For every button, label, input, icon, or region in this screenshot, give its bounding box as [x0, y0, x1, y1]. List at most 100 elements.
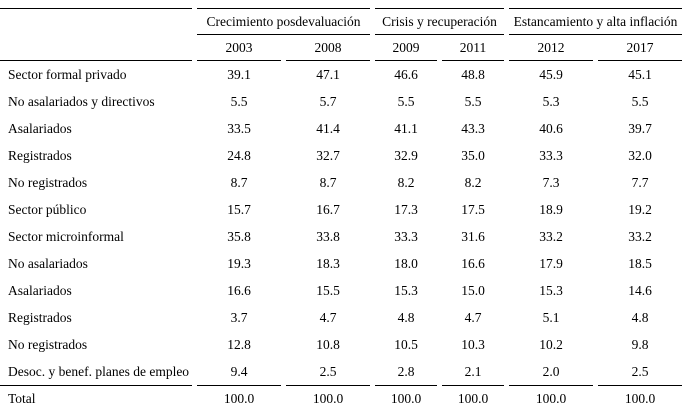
table-page: Crecimiento posdevaluación Crisis y recup… [0, 8, 682, 417]
value-cell: 2.5 [598, 358, 682, 386]
table-row: Sector formal privado 39.1 47.1 46.6 48.8 45.… [0, 61, 682, 88]
group-header: Crecimiento posdevaluación [197, 8, 371, 35]
table-row: Asalariados 33.5 41.4 41.1 43.3 40.6 39.7 [0, 115, 682, 142]
year-header: 2011 [442, 35, 505, 61]
value-cell: 32.9 [394, 147, 418, 163]
value-cell: 33.5 [227, 120, 251, 136]
value-cell: 15.7 [227, 201, 251, 217]
value-cell: 14.6 [628, 282, 652, 298]
value-cell: 9.8 [631, 336, 649, 352]
value-cell: 8.2 [464, 174, 482, 190]
value-cell: 12.8 [227, 336, 251, 352]
value-cell: 3.7 [230, 309, 248, 325]
value-cell: 9.4 [197, 358, 281, 386]
year-header: 2009 [375, 35, 438, 61]
table-header: Crecimiento posdevaluación Crisis y recup… [0, 8, 682, 61]
value-cell: 15.0 [461, 282, 485, 298]
table-row: Registrados 24.8 32.7 32.9 35.0 33.3 32.0 [0, 142, 682, 169]
value-cell: 33.3 [394, 228, 418, 244]
total-row: Total 100.0 100.0 100.0 100.0 100.0 100.0 [0, 386, 682, 411]
value-cell: 41.1 [394, 120, 418, 136]
value-cell: 16.6 [227, 282, 251, 298]
total-value-cell: 100.0 [457, 390, 489, 406]
value-cell: 15.3 [539, 282, 563, 298]
value-cell: 10.5 [394, 336, 418, 352]
row-label: No registrados [8, 336, 88, 352]
value-cell: 15.5 [316, 282, 340, 298]
value-cell: 41.4 [316, 120, 340, 136]
value-cell: 19.3 [227, 255, 251, 271]
value-cell: 18.3 [316, 255, 340, 271]
value-cell: 16.7 [316, 201, 340, 217]
table-row: No registrados 12.8 10.8 10.5 10.3 10.2 9.8 [0, 331, 682, 358]
value-cell: 8.7 [319, 174, 337, 190]
group-header: Crisis y recuperación [375, 8, 505, 35]
value-cell: 10.8 [316, 336, 340, 352]
value-cell: 5.5 [464, 93, 482, 109]
value-cell: 39.7 [628, 120, 652, 136]
value-cell: 24.8 [227, 147, 251, 163]
corner-cell [0, 8, 192, 61]
year-header: 2003 [197, 35, 281, 61]
value-cell: 2.1 [442, 358, 505, 386]
value-cell: 47.1 [316, 66, 340, 82]
row-label: Asalariados [8, 120, 72, 136]
table-row: Asalariados 16.6 15.5 15.3 15.0 15.3 14.6 [0, 277, 682, 304]
row-label: Sector formal privado [8, 66, 127, 82]
value-cell: 8.2 [397, 174, 415, 190]
table-row: No registrados 8.7 8.7 8.2 8.2 7.3 7.7 [0, 169, 682, 196]
value-cell: 33.2 [539, 228, 563, 244]
value-cell: 5.5 [397, 93, 415, 109]
total-value-cell: 100.0 [223, 390, 255, 406]
row-label: Sector microinformal [8, 228, 124, 244]
value-cell: 35.0 [461, 147, 485, 163]
table-row: No asalariados y directivos 5.5 5.7 5.5 5.5 5… [0, 88, 682, 115]
value-cell: 18.0 [394, 255, 418, 271]
value-cell: 18.9 [539, 201, 563, 217]
row-label: Desoc. y benef. planes de empleo [0, 358, 192, 386]
value-cell: 40.6 [539, 120, 563, 136]
value-cell: 32.7 [316, 147, 340, 163]
value-cell: 4.7 [319, 309, 337, 325]
total-value-cell: 100.0 [535, 390, 567, 406]
value-cell: 45.9 [539, 66, 563, 82]
total-value-cell: 100.0 [390, 390, 422, 406]
group-header-row: Crecimiento posdevaluación Crisis y recup… [0, 8, 682, 61]
table-row: No asalariados 19.3 18.3 18.0 16.6 17.9 18.5 [0, 250, 682, 277]
table-row: Desoc. y benef. planes de empleo 9.4 2.5 2.… [0, 358, 682, 386]
value-cell: 15.3 [394, 282, 418, 298]
value-cell: 43.3 [461, 120, 485, 136]
value-cell: 5.5 [631, 93, 649, 109]
row-label: Registrados [8, 309, 72, 325]
value-cell: 16.6 [461, 255, 485, 271]
value-cell: 7.3 [542, 174, 560, 190]
value-cell: 39.1 [227, 66, 251, 82]
value-cell: 2.5 [286, 358, 371, 386]
table-row: Sector público 15.7 16.7 17.3 17.5 18.9 19.2 [0, 196, 682, 223]
value-cell: 5.3 [542, 93, 560, 109]
value-cell: 45.1 [628, 66, 652, 82]
value-cell: 33.2 [628, 228, 652, 244]
row-label: Asalariados [8, 282, 72, 298]
value-cell: 48.8 [461, 66, 485, 82]
total-label: Total [8, 390, 36, 406]
value-cell: 46.6 [394, 66, 418, 82]
value-cell: 33.8 [316, 228, 340, 244]
value-cell: 5.5 [230, 93, 248, 109]
table-row: Sector microinformal 35.8 33.8 33.3 31.6 33.2… [0, 223, 682, 250]
row-label: Sector público [8, 201, 87, 217]
year-header: 2008 [286, 35, 371, 61]
total-value-cell: 100.0 [624, 390, 656, 406]
value-cell: 5.1 [542, 309, 560, 325]
value-cell: 17.3 [394, 201, 418, 217]
value-cell: 10.2 [539, 336, 563, 352]
value-cell: 10.3 [461, 336, 485, 352]
row-label: No asalariados [8, 255, 88, 271]
value-cell: 2.8 [375, 358, 438, 386]
table-body: Sector formal privado 39.1 47.1 46.6 48.8 45.… [0, 61, 682, 411]
value-cell: 35.8 [227, 228, 251, 244]
row-label: No registrados [8, 174, 88, 190]
value-cell: 17.5 [461, 201, 485, 217]
value-cell: 8.7 [230, 174, 248, 190]
value-cell: 4.7 [464, 309, 482, 325]
